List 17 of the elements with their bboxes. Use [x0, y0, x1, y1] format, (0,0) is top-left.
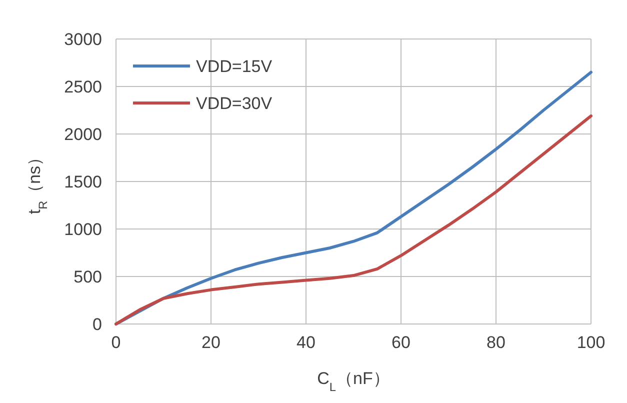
x-tick-label: 80 — [486, 333, 506, 352]
legend-label: VDD=30V — [196, 94, 273, 113]
y-tick-label: 0 — [92, 315, 102, 334]
legend-label: VDD=15V — [196, 57, 273, 76]
y-tick-label: 3000 — [64, 30, 102, 49]
y-tick-label: 2000 — [64, 125, 102, 144]
line-series — [114, 114, 592, 326]
y-tick-label: 1500 — [64, 172, 102, 192]
y-tick-label: 2500 — [64, 78, 102, 96]
x-tick-label: 40 — [296, 333, 316, 352]
x-tick-label: 20 — [202, 333, 220, 352]
y-tick-label: 500 — [74, 268, 102, 286]
x-tick-label: 60 — [392, 333, 410, 352]
x-axis-title: C$_{L}$（nF） — [317, 369, 390, 394]
x-tick-label: 0 — [111, 333, 121, 352]
y-tick-label: 1000 — [64, 220, 102, 239]
x-tick-label: 100 — [576, 333, 606, 352]
